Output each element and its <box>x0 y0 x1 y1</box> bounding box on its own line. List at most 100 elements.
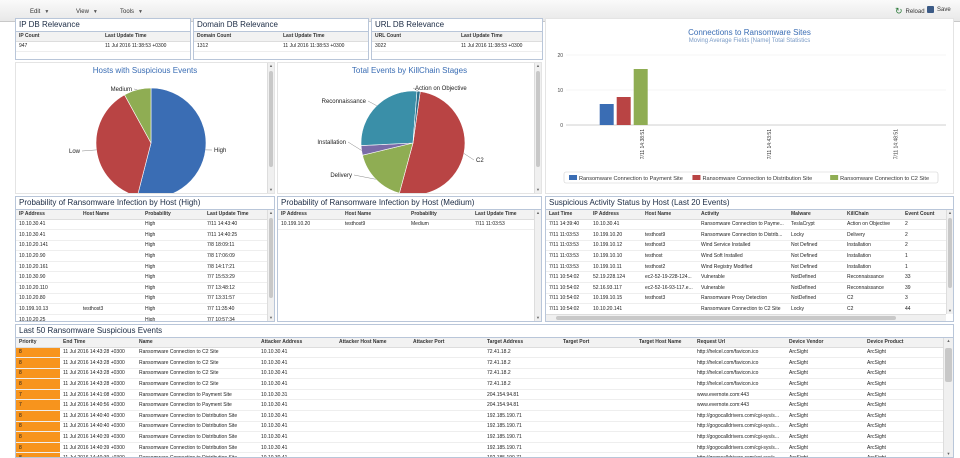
column-header[interactable]: Host Name <box>642 210 698 220</box>
hosts-pie-slice[interactable] <box>124 87 152 144</box>
table-cell: Ransomware Connection to C2 Site <box>136 357 258 369</box>
table-row[interactable]: 7/11 10:54:02 52.16.93.117 ec2-52-16-93-11… <box>546 282 946 294</box>
killchain-pie-slice-label: Reconnaissance <box>322 99 367 105</box>
column-header[interactable]: Device Product <box>864 338 943 348</box>
table-cell <box>636 378 694 390</box>
column-header[interactable]: Name <box>136 338 258 348</box>
table-cell: 10.10.30.41 <box>258 452 336 457</box>
column-header[interactable]: Target Host Name <box>636 338 694 348</box>
column-header[interactable]: Request Url <box>694 338 786 348</box>
suspicious-activity-title: Suspicious Activity Status by Host (Last… <box>546 197 953 210</box>
column-header[interactable]: Attacker Address <box>258 338 336 348</box>
table-row[interactable]: 7/11 14:39:40 10.10.30.41 Ransomware Conne… <box>546 219 946 231</box>
hosts-pie-scrollbar[interactable]: ▲ ▼ <box>267 63 274 193</box>
column-header[interactable]: Activity <box>698 210 788 220</box>
table-row[interactable]: 7/11 11:03:53 10.199.10.12 testhost3 Wind S… <box>546 240 946 252</box>
table-row[interactable]: 7/11 10:54:02 10.199.10.15 testhost3 Ransom… <box>546 293 946 305</box>
column-header[interactable]: Last Time <box>546 210 590 220</box>
table-row[interactable]: 8 11 Jul 2016 14:43:28 +0300 Ransomware Co… <box>16 368 943 380</box>
table-row[interactable]: 8 11 Jul 2016 14:40:40 +0300 Ransomware Co… <box>16 410 943 422</box>
table-cell: 192.185.190.71 <box>484 421 560 433</box>
column-header[interactable]: Malware <box>788 210 844 220</box>
table-row[interactable]: 7/11 11:03:53 10.199.10.11 testhost2 Wind R… <box>546 261 946 273</box>
column-header[interactable]: End Time <box>60 338 136 348</box>
column-header[interactable]: KillChain <box>844 210 902 220</box>
table-cell: Installation <box>844 250 902 262</box>
column-header[interactable]: Last Update Time <box>472 210 534 220</box>
killchain-pie-slice[interactable] <box>360 90 418 146</box>
suspicious-vscrollbar[interactable]: ▲ ▼ <box>946 210 953 314</box>
scroll-thumb[interactable] <box>536 71 540 167</box>
last50-table: Priority End Time Name Attacker Address Atta… <box>16 338 943 457</box>
save-button[interactable]: Save <box>927 6 951 13</box>
url-db-panel: URL DB Relevance URL Count Last Update Ti… <box>371 18 543 60</box>
column-header[interactable]: Device Vendor <box>786 338 864 348</box>
table-row[interactable]: 7/11 10:54:02 10.10.20.141 Ransomware Conn… <box>546 303 946 314</box>
prob-medium-scrollbar[interactable]: ▲ ▼ <box>534 210 541 321</box>
table-row[interactable]: 10.10.20.161 High 7/8 14:17:21 <box>16 261 267 273</box>
edit-menu[interactable]: Edit ▼ <box>30 6 49 17</box>
column-header[interactable]: Attacker Port <box>410 338 484 348</box>
column-header[interactable]: Attacker Host Name <box>336 338 410 348</box>
table-cell: 7/11 10:54:02 <box>546 282 590 294</box>
prob-high-scrollbar[interactable]: ▲ ▼ <box>267 210 274 321</box>
scroll-thumb[interactable] <box>948 218 952 288</box>
column-header[interactable]: Probability <box>142 210 204 220</box>
column-header[interactable]: Host Name <box>342 210 408 220</box>
column-header[interactable]: Priority <box>16 338 60 348</box>
suspicious-hscrollbar[interactable] <box>546 314 946 321</box>
view-menu[interactable]: View ▼ <box>76 6 98 17</box>
scroll-thumb[interactable] <box>945 348 952 382</box>
table-cell: Delivery <box>844 229 902 241</box>
hosts-pie-slice[interactable] <box>137 87 207 193</box>
column-header[interactable]: IP Address <box>590 210 642 220</box>
table-row[interactable]: 8 11 Jul 2016 14:43:28 +0300 Ransomware Co… <box>16 378 943 390</box>
table-row[interactable]: 10.10.30.90 High 7/7 15:53:29 <box>16 271 267 284</box>
killchain-pie-scrollbar[interactable]: ▲ ▼ <box>534 63 541 193</box>
table-cell: Not Defined <box>788 261 844 273</box>
column-header[interactable]: Target Address <box>484 338 560 348</box>
table-row[interactable]: 10.10.30.41 High 7/11 14:40:25 <box>16 229 267 241</box>
column-header[interactable]: Probability <box>408 210 472 220</box>
column-header[interactable]: Host Name <box>80 210 142 220</box>
table-row[interactable]: 7 11 Jul 2016 14:40:56 +0300 Ransomware Co… <box>16 399 943 412</box>
bar[interactable] <box>616 97 631 125</box>
table-row[interactable]: 10.10.20.80 High 7/7 13:31:57 <box>16 293 267 305</box>
table-row[interactable]: 7/11 10:54:02 52.19.228.124 ec2-52-19-228-… <box>546 271 946 284</box>
table-row[interactable]: 10.10.20.110 High 7/7 13:48:12 <box>16 282 267 294</box>
column-header[interactable]: IP Address <box>16 210 80 220</box>
table-row[interactable]: 10.10.20.90 High 7/8 17:06:09 <box>16 250 267 262</box>
column-header[interactable]: Event Count <box>902 210 946 220</box>
scroll-thumb[interactable] <box>556 316 896 320</box>
table-row[interactable]: 8 11 Jul 2016 14:40:40 +0300 Ransomware Co… <box>16 421 943 433</box>
reload-button[interactable]: ↻ Reload <box>895 6 925 17</box>
column-header[interactable]: Target Port <box>560 338 636 348</box>
table-row[interactable]: 10.10.20.25 High 7/7 10:57:34 <box>16 314 267 321</box>
hosts-pie-slice[interactable] <box>95 94 152 193</box>
table-row[interactable]: 10.199.10.13 testhost3 High 7/7 11:35:40 <box>16 303 267 315</box>
table-row[interactable]: 7 11 Jul 2016 14:41:08 +0300 Ransomware Co… <box>16 389 943 401</box>
scroll-thumb[interactable] <box>269 218 273 298</box>
killchain-pie-slice[interactable] <box>399 91 466 193</box>
table-cell: 7/11 11:03:53 <box>546 240 590 252</box>
table-cell: 204.154.94.81 <box>484 399 560 412</box>
table-row[interactable]: 8 11 Jul 2016 14:43:28 +0300 Ransomware Co… <box>16 347 943 359</box>
column-header[interactable]: Last Update Time <box>204 210 267 220</box>
column-header[interactable]: IP Address <box>278 210 342 220</box>
table-row[interactable]: 10.10.30.41 High 7/11 14:43:40 <box>16 219 267 231</box>
bar[interactable] <box>599 104 614 125</box>
table-cell: High <box>142 219 204 231</box>
table-row[interactable]: 7/11 11:03:53 10.199.10.10 testhost Wind So… <box>546 250 946 262</box>
table-row[interactable]: 8 11 Jul 2016 14:43:28 +0300 Ransomware Co… <box>16 357 943 369</box>
table-row[interactable]: 10.10.20.141 High 7/8 18:09:11 <box>16 240 267 252</box>
tools-menu[interactable]: Tools ▼ <box>120 6 143 17</box>
table-row[interactable]: 10.199.10.20 testhost9 Medium 7/11 11:03:53 <box>278 219 534 231</box>
table-cell: ArcSight <box>786 452 864 457</box>
table-row[interactable]: 7/11 11:03:53 10.199.10.20 testhost9 Ransom… <box>546 229 946 241</box>
bar[interactable] <box>633 69 648 125</box>
scroll-thumb[interactable] <box>269 71 273 167</box>
last50-scrollbar[interactable]: ▲ ▼ <box>943 338 953 457</box>
